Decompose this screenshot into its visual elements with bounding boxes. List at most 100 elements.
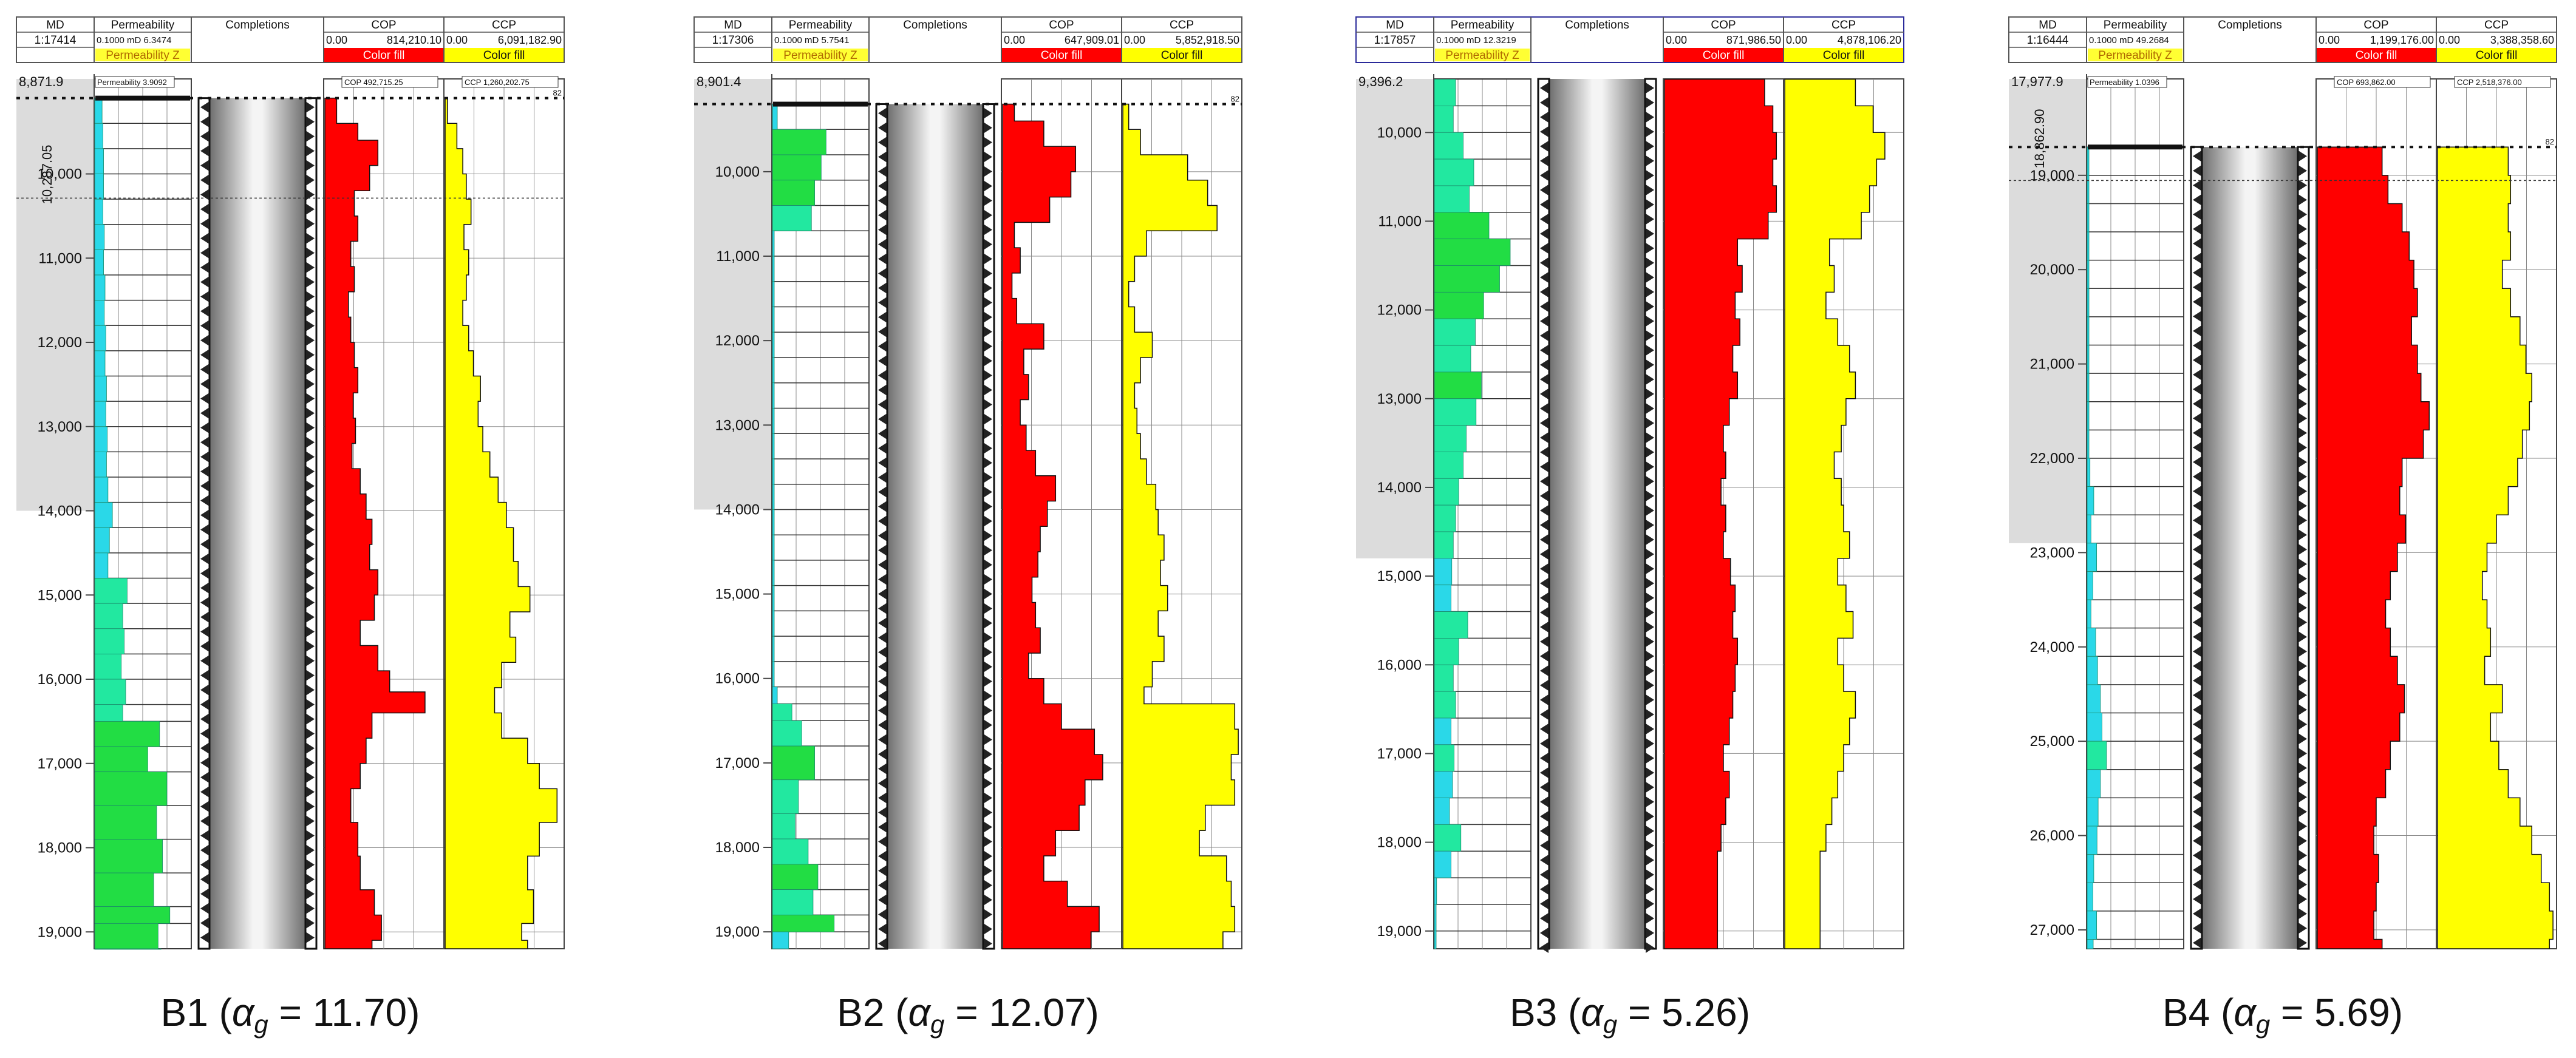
perforation-marker: [200, 509, 209, 521]
md-track: 8,871.9 10,000 11,000 12,000 13,000 14,000 15,…: [16, 74, 95, 949]
perforation-marker: [306, 844, 315, 856]
ccp-label: CCP: [1831, 19, 1856, 32]
ccp-min: 0.00: [1124, 34, 1145, 46]
md-tick-label: 24,000: [2030, 639, 2074, 656]
perforation-marker: [878, 807, 887, 818]
perforation-marker: [878, 224, 887, 236]
perforation-marker: [2193, 296, 2201, 308]
permeability-bar: [772, 154, 822, 181]
perforation-marker: [1540, 578, 1549, 589]
ccp-fill-swatch: [2437, 48, 2556, 62]
ccp-series: [2437, 146, 2554, 949]
perforation-marker: [1646, 563, 1654, 574]
perforation-marker: [878, 428, 887, 439]
cop-min: 0.00: [326, 34, 347, 46]
permeability-bar: [772, 256, 775, 282]
perforation-marker: [200, 524, 209, 535]
perforation-marker: [1646, 884, 1654, 895]
perforation-marker: [2298, 456, 2307, 468]
perforation-marker: [1540, 855, 1549, 866]
permeability-bar: [1434, 239, 1511, 266]
perforation-marker: [200, 830, 209, 841]
perforation-marker: [306, 917, 315, 929]
perforation-marker: [200, 742, 209, 754]
ccp-series: [1784, 78, 1886, 949]
perforation-marker: [1540, 345, 1549, 356]
panel-b3: MD 1:17857 Permeability 0.1000 mD 12.3219 Pe…: [1355, 16, 1904, 1039]
perforation-marker: [878, 574, 887, 585]
perforation-marker: [1540, 694, 1549, 705]
permeability-bar: [772, 509, 775, 535]
permeability-bar: [2087, 599, 2091, 629]
perforation-marker: [2193, 194, 2201, 206]
perforation-marker: [2193, 544, 2201, 555]
permeability-bar: [1434, 265, 1500, 293]
permeability-bar: [2087, 203, 2090, 232]
perforation-marker: [1646, 840, 1654, 851]
permeability-bar: [772, 636, 775, 662]
perforation-marker: [2298, 529, 2307, 541]
perforation-marker: [984, 428, 992, 439]
perforation-marker: [2193, 937, 2201, 949]
perforation-marker: [984, 151, 992, 163]
perforation-marker: [2298, 427, 2307, 439]
perforation-marker: [1540, 942, 1549, 953]
permeability-bar: [772, 931, 789, 949]
perforation-marker: [984, 923, 992, 935]
perforation-marker: [306, 553, 315, 565]
perforation-marker: [2298, 602, 2307, 614]
perforation-marker: [878, 311, 887, 323]
cop-series: [1664, 78, 1777, 949]
cop-track: [1001, 78, 1242, 949]
perforation-marker: [2193, 777, 2201, 788]
md-tick-label: 11,000: [38, 250, 82, 266]
perforation-marker: [1540, 243, 1549, 254]
perforation-marker: [200, 713, 209, 725]
perforation-marker: [878, 690, 887, 702]
cop-min: 0.00: [1666, 34, 1687, 46]
perforation-marker: [878, 515, 887, 527]
cop-fill-swatch: [2317, 48, 2436, 62]
completions-label: Completions: [1565, 19, 1629, 32]
perforation-marker: [1646, 316, 1654, 327]
perforation-marker: [2193, 821, 2201, 832]
permeability-bar: [1434, 106, 1454, 133]
perforation-marker: [878, 865, 887, 877]
completions-track: [1537, 78, 1657, 953]
perforation-marker: [1646, 403, 1654, 414]
perforation-marker: [984, 807, 992, 818]
permeability-bar: [772, 129, 826, 155]
permeability-bar: [1434, 291, 1484, 319]
perforation-marker: [200, 174, 209, 186]
perforation-marker: [984, 311, 992, 323]
permeability-bar: [2087, 401, 2090, 430]
rotated-md-label: 10,287.05: [39, 144, 55, 204]
scale-label: 1:17306: [712, 34, 754, 47]
perforation-marker: [2298, 806, 2307, 818]
md-tick-label: 16,000: [715, 671, 760, 687]
ccp-track: [1783, 78, 1904, 949]
cop-max: 871,986.50: [1726, 34, 1781, 46]
permeability-bar: [94, 300, 105, 326]
perforation-marker: [306, 451, 315, 463]
perforation-marker: [1646, 592, 1654, 603]
perforation-marker: [2193, 325, 2201, 337]
cop-fill-label: Color fill: [1041, 49, 1083, 62]
perforation-marker: [878, 821, 887, 833]
cop-min: 0.00: [1004, 34, 1025, 46]
perforation-marker: [200, 728, 209, 739]
perforation-marker: [2298, 631, 2307, 643]
rotated-md-label: 18,862.90: [2032, 109, 2047, 169]
ccp-label: CCP: [2484, 19, 2509, 32]
ccp-min: 0.00: [2439, 34, 2460, 46]
perforation-marker: [1646, 301, 1654, 312]
permeability-bar: [2087, 797, 2099, 827]
perforation-marker: [200, 538, 209, 550]
perforation-marker: [200, 626, 209, 637]
perforation-marker: [1646, 549, 1654, 560]
perforation-marker: [306, 189, 315, 200]
md-tick-label: 18,000: [715, 839, 760, 856]
permeability-bar: [772, 281, 775, 307]
ccp-fill-swatch: [445, 48, 564, 62]
perforation-marker: [1646, 753, 1654, 764]
